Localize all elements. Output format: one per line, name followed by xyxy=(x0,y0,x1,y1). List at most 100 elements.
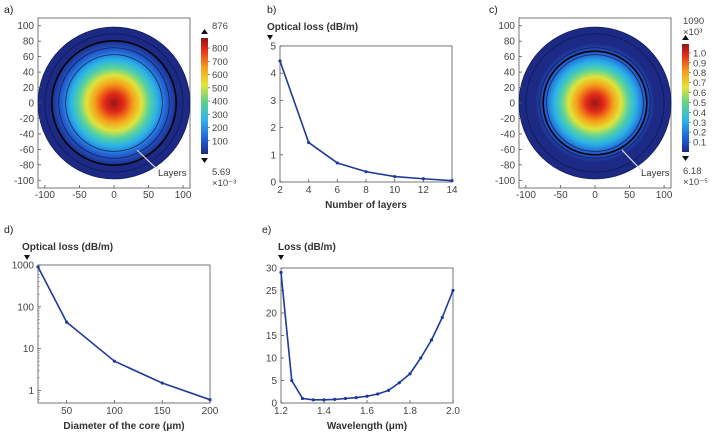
y-tick-label: -80 xyxy=(501,160,516,171)
panel-d-x-label: Diameter of the core (μm) xyxy=(63,421,184,432)
data-point xyxy=(333,397,337,401)
data-point xyxy=(311,398,315,402)
data-point xyxy=(290,378,294,383)
colorbar-tick-label: 800 xyxy=(212,44,228,55)
x-tick-label: 2.0 xyxy=(446,406,460,417)
y-tick-label: -40 xyxy=(501,129,516,140)
y-tick-label: 1 xyxy=(28,386,34,397)
colorbar-tick-label: 0.3 xyxy=(693,118,706,129)
panel-d-tag: d) xyxy=(4,224,13,236)
panel-c-colorbar-max-exponent: ×10³ xyxy=(683,27,702,38)
y-tick-label: 60 xyxy=(504,52,516,63)
data-point xyxy=(451,288,455,293)
panel-a-field-map xyxy=(37,26,191,180)
x-tick-label: 50 xyxy=(143,190,155,201)
x-tick-label: 0 xyxy=(111,190,117,201)
y-tick-label: 20 xyxy=(266,309,278,320)
data-point xyxy=(393,174,397,179)
data-point xyxy=(440,315,444,320)
panel-d-plot xyxy=(36,265,212,402)
panel-e-y-arrow xyxy=(278,255,284,260)
mode-field-intensity xyxy=(38,27,190,179)
x-tick-label: 0 xyxy=(592,190,598,201)
panel-d-y-ticks: 1000 100 10 1 xyxy=(12,261,41,404)
x-tick-label: 100 xyxy=(106,406,123,417)
panel-e: e) Loss (dB/m) 30 25 20 15 10 5 0 1.2 1.4 1.6 1.8… xyxy=(262,224,460,432)
panel-b-y-arrow xyxy=(267,35,273,40)
x-tick-label: 2 xyxy=(277,185,283,196)
panel-a-y-ticks: 100 80 60 40 20 0 -20 -40 -60 -80 -100 xyxy=(14,21,41,187)
y-tick-label: -100 xyxy=(495,176,515,187)
layer-ring-3 xyxy=(546,54,644,152)
y-tick-label: 40 xyxy=(504,68,516,79)
panel-a-colorbar-min-exponent: ×10⁻³ xyxy=(212,178,236,189)
panel-e-plot xyxy=(279,270,455,402)
layer-ring-4 xyxy=(65,54,163,152)
data-point xyxy=(322,398,326,402)
panel-b-frame xyxy=(279,45,453,183)
panel-b-y-ticks: 5 4 3 2 1 0 xyxy=(270,42,283,189)
panel-c-colorbar-ticks: 1.00.90.80.70.60.50.40.30.20.1 xyxy=(689,48,706,149)
data-point xyxy=(450,179,454,183)
panel-a-colorbar-scale xyxy=(201,38,208,154)
y-tick-label: 15 xyxy=(266,331,278,342)
x-tick-label: 4 xyxy=(306,185,312,196)
colorbar-tick-label: 0.8 xyxy=(693,68,706,79)
x-tick-label: 14 xyxy=(446,185,458,196)
panel-c-y-ticks: 100 80 60 40 20 0 -20 -40 -60 -80 -100 xyxy=(495,21,522,187)
panel-a-tag: a) xyxy=(4,4,13,16)
colorbar-tick-label: 300 xyxy=(212,110,228,121)
x-tick-label: -100 xyxy=(516,190,536,201)
y-tick-label: -20 xyxy=(501,114,516,125)
y-tick-label: -20 xyxy=(20,114,35,125)
data-point xyxy=(300,396,305,401)
data-point xyxy=(36,265,40,269)
y-tick-label: -60 xyxy=(20,145,35,156)
panel-b-x-label: Number of layers xyxy=(325,200,407,211)
x-tick-label: 1.4 xyxy=(317,406,331,417)
y-tick-label: 10 xyxy=(266,354,278,365)
x-tick-label: 100 xyxy=(656,190,673,201)
panel-d-y-label: Optical loss (dB/m) xyxy=(22,242,113,253)
y-tick-label: 40 xyxy=(23,68,35,79)
panel-a-annotation: Layers xyxy=(158,168,187,179)
x-tick-label: 50 xyxy=(624,190,636,201)
panel-c-colorbar: 1090 ×10³ 1.00.90.80.70.60.50.40.30.20.1… xyxy=(682,16,708,188)
x-tick-label: 100 xyxy=(175,190,192,201)
x-tick-label: 1.2 xyxy=(274,406,288,417)
x-tick-label: 6 xyxy=(335,185,341,196)
y-tick-label: 1 xyxy=(270,150,276,161)
y-tick-label: 20 xyxy=(504,83,516,94)
panel-e-y-ticks: 30 25 20 15 10 5 0 xyxy=(266,264,284,410)
x-tick-label: 10 xyxy=(389,185,401,196)
panel-e-frame xyxy=(280,267,454,404)
panel-c-colorbar-max: 1090 xyxy=(683,16,704,27)
colorbar-tick-label: 0.2 xyxy=(693,128,706,139)
y-tick-label: 5 xyxy=(271,376,277,387)
y-tick-label: 3 xyxy=(270,96,276,107)
panel-a-x-ticks: -100 -50 0 50 100 xyxy=(35,185,192,201)
data-point xyxy=(160,381,164,385)
layer-ring-2 xyxy=(539,47,651,159)
data-point xyxy=(364,170,368,174)
layer-ring-3 xyxy=(58,47,170,159)
panel-b-tag: b) xyxy=(267,4,276,16)
data-point xyxy=(278,59,282,63)
colorbar-tick-label: 1.0 xyxy=(693,48,706,59)
panel-a-colorbar-max: 876 xyxy=(212,21,228,32)
colorbar-tick-label: 400 xyxy=(212,97,228,108)
data-point xyxy=(65,320,69,324)
panel-e-tag: e) xyxy=(262,224,271,236)
colorbar-tick-label: 100 xyxy=(212,136,228,147)
panel-d-frame xyxy=(37,264,211,404)
panel-c-colorbar-min: 6.18 xyxy=(683,166,702,177)
panel-c-field-map xyxy=(518,26,672,180)
x-tick-label: 8 xyxy=(363,185,369,196)
panel-a-colorbar-ticks: 800 700 600 500 400 300 200 100 xyxy=(208,44,228,147)
data-point xyxy=(112,359,117,363)
panel-a-colorbar-min: 5.69 xyxy=(212,167,231,178)
core-boundary-ring xyxy=(542,50,648,156)
